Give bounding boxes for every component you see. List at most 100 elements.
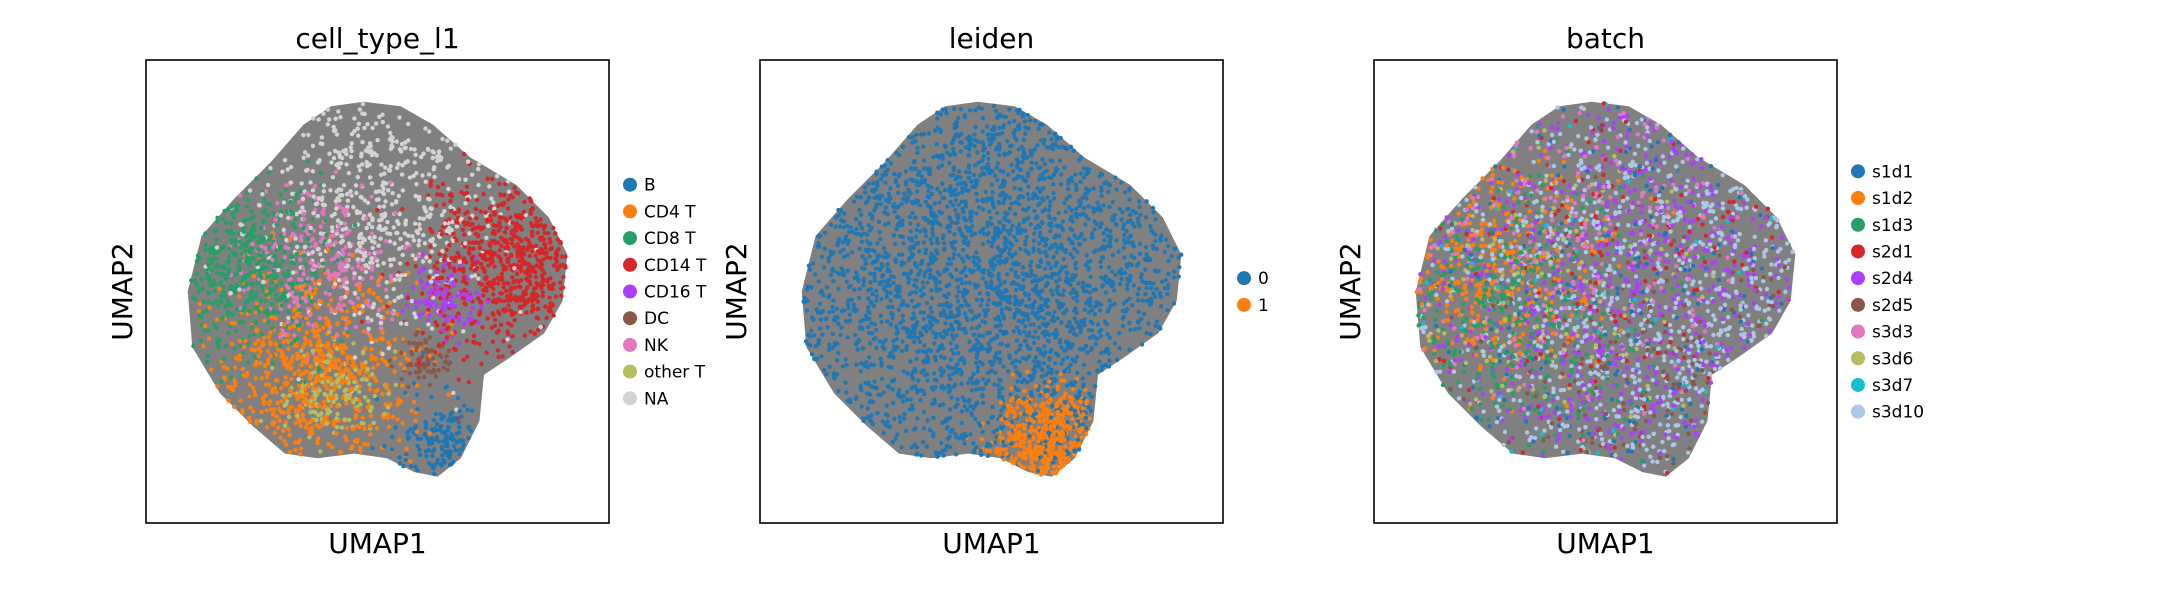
scatter-point	[333, 372, 339, 377]
scatter-point	[318, 239, 323, 244]
scatter-point	[286, 268, 291, 273]
scatter-point	[366, 398, 371, 404]
scatter-point	[475, 232, 481, 238]
legend-swatch	[623, 177, 637, 192]
scatter-point	[222, 377, 228, 382]
scatter-point	[1087, 290, 1093, 295]
scatter-point	[372, 393, 377, 399]
scatter-point	[249, 289, 254, 294]
scatter-point	[258, 275, 264, 280]
scatter-point	[316, 403, 322, 408]
scatter-point	[243, 259, 249, 264]
scatter-point	[295, 351, 300, 356]
scatter-point	[939, 440, 944, 446]
scatter-point	[1033, 355, 1039, 360]
scatter-point	[1143, 267, 1148, 272]
scatter-point	[395, 417, 400, 422]
legend-swatch	[623, 364, 637, 379]
scatter-point	[1054, 370, 1060, 375]
scatter-point	[338, 307, 344, 312]
scatter-point	[286, 277, 292, 282]
scatter-point	[1121, 245, 1126, 251]
scatter-point	[932, 377, 938, 383]
scatter-point	[380, 330, 385, 335]
scatter-point	[240, 226, 246, 231]
scatter-point	[314, 333, 320, 338]
scatter-point	[359, 154, 364, 159]
scatter-point	[388, 164, 393, 169]
scatter-point	[554, 252, 560, 257]
scatter-point	[350, 426, 355, 432]
scatter-point	[1028, 222, 1034, 227]
scatter-point	[474, 216, 479, 221]
scatter-point	[504, 225, 509, 231]
scatter-point	[367, 287, 372, 292]
scatter-point	[343, 212, 348, 218]
scatter-point	[335, 322, 340, 327]
scatter-point	[414, 392, 420, 397]
scatter-point	[1013, 350, 1019, 355]
scatter-point	[849, 250, 855, 255]
scatter-point	[339, 425, 344, 430]
scatter-point	[874, 294, 879, 299]
scatter-point	[343, 294, 348, 300]
scatter-point	[375, 208, 380, 213]
scatter-point	[1097, 359, 1102, 364]
scatter-point	[343, 244, 348, 250]
scatter-point	[406, 384, 411, 390]
scatter-point	[951, 384, 957, 389]
scatter-point	[879, 296, 884, 302]
scatter-point	[922, 343, 927, 348]
scatter-point	[1135, 263, 1140, 268]
scatter-point	[259, 343, 265, 348]
scatter-point	[416, 375, 421, 380]
scatter-point	[467, 231, 472, 236]
scatter-point	[518, 249, 523, 254]
scatter-point	[336, 357, 341, 362]
scatter-point	[400, 308, 405, 314]
scatter-point	[305, 353, 311, 358]
scatter-point	[411, 238, 417, 243]
scatter-point	[1007, 107, 1012, 112]
scatter-point	[379, 326, 384, 331]
scatter-point	[425, 318, 431, 323]
scatter-point	[1177, 265, 1182, 270]
scatter-point	[344, 366, 349, 372]
scatter-point	[1125, 287, 1130, 292]
scatter-point	[430, 230, 435, 235]
scatter-point	[465, 407, 470, 413]
scatter-point	[496, 228, 501, 233]
scatter-point	[422, 205, 427, 210]
scatter-point	[542, 270, 547, 276]
scatter-point	[516, 191, 521, 196]
scatter-point	[292, 371, 297, 376]
scatter-point	[256, 247, 261, 252]
scatter-point	[930, 226, 935, 232]
scatter-point	[384, 280, 389, 285]
scatter-point	[357, 168, 363, 173]
scatter-point	[820, 332, 825, 337]
scatter-point	[426, 362, 431, 367]
scatter-point	[316, 117, 321, 122]
scatter-point	[445, 367, 450, 373]
scatter-point	[399, 172, 405, 177]
scatter-point	[219, 300, 224, 305]
scatter-point	[369, 153, 375, 158]
scatter-point	[325, 322, 330, 328]
scatter-point	[1032, 208, 1037, 214]
scatter-point	[335, 228, 340, 233]
scatter-point	[312, 207, 318, 213]
scatter-point	[871, 181, 876, 186]
scatter-point	[426, 322, 431, 327]
scatter-point	[310, 276, 315, 282]
scatter-point	[247, 419, 253, 424]
scatter-point	[1099, 188, 1104, 194]
scatter-point	[828, 222, 833, 227]
scatter-point	[999, 408, 1004, 413]
scatter-point	[831, 298, 836, 303]
scatter-point	[457, 451, 462, 457]
scatter-point	[444, 440, 449, 445]
scatter-point	[488, 213, 493, 218]
scatter-point	[333, 116, 338, 121]
scatter-point	[392, 356, 397, 361]
